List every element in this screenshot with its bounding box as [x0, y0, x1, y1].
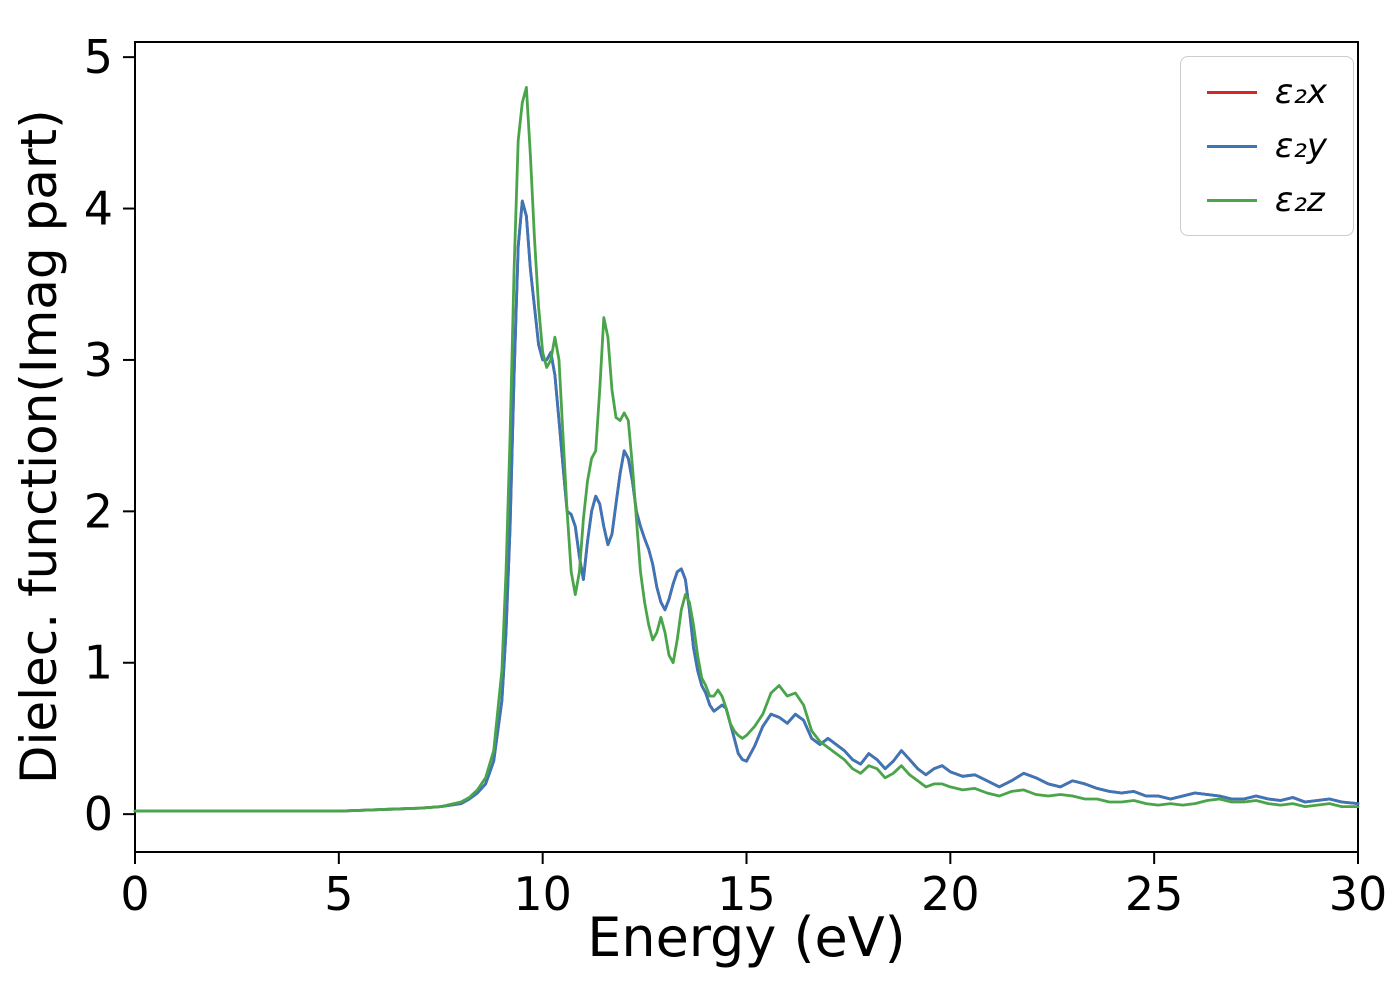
- y-tick-label: 3: [84, 333, 113, 387]
- legend-entry-e2z[interactable]: ε₂z: [1206, 180, 1327, 220]
- legend-label-e2y: ε₂y: [1274, 126, 1327, 166]
- legend-label-e2x: ε₂x: [1274, 72, 1327, 112]
- x-axis-label: Energy (eV): [587, 906, 906, 969]
- legend-label-e2z: ε₂z: [1274, 180, 1325, 220]
- x-tick-label: 20: [921, 867, 980, 921]
- y-tick-label: 5: [84, 30, 113, 84]
- series-line-ε₂y: [133, 199, 1360, 813]
- y-tick-label: 4: [84, 182, 113, 236]
- axes-frame: [134, 41, 1359, 853]
- y-tick-label: 2: [84, 484, 113, 538]
- legend-entry-e2x[interactable]: ε₂x: [1206, 72, 1327, 112]
- series-line-ε₂x: [133, 199, 1360, 813]
- x-tick-label: 0: [120, 867, 149, 921]
- y-tick-label: 0: [84, 787, 113, 841]
- x-tick-label: 10: [513, 867, 572, 921]
- series-line-ε₂z: [133, 86, 1360, 813]
- x-tick-label: 5: [324, 867, 353, 921]
- x-tick-label: 15: [717, 867, 776, 921]
- legend: ε₂x ε₂y ε₂z: [1179, 56, 1354, 236]
- legend-entry-e2y[interactable]: ε₂y: [1206, 126, 1327, 166]
- x-tick-label: 25: [1125, 867, 1184, 921]
- y-tick-label: 1: [84, 636, 113, 690]
- y-axis-label: Dielec. function(Imag part): [10, 109, 68, 785]
- legend-line-sample-e2x: [1206, 90, 1257, 94]
- legend-line-sample-e2z: [1206, 198, 1257, 202]
- legend-line-sample-e2y: [1206, 144, 1257, 148]
- x-tick-label: 30: [1329, 867, 1388, 921]
